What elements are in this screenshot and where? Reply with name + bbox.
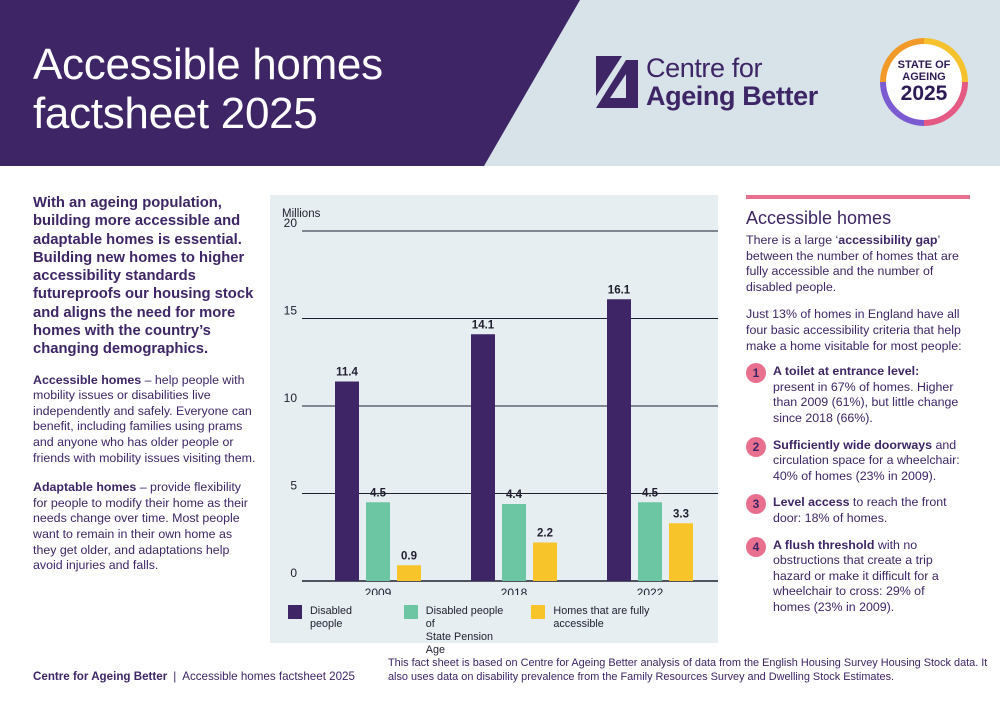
legend-swatch bbox=[288, 605, 302, 619]
data-label: 3.3 bbox=[673, 508, 689, 520]
adaptable-homes-definition: Adaptable homes – provide flexibility fo… bbox=[33, 480, 248, 573]
y-tick-label: 15 bbox=[284, 304, 298, 318]
footer-source-note: This fact sheet is based on Centre for A… bbox=[388, 657, 988, 683]
data-label: 14.1 bbox=[472, 319, 495, 331]
pink-divider bbox=[746, 195, 970, 199]
x-tick-label: 2009 bbox=[365, 586, 392, 595]
list-item: 1 A toilet at entrance level: present in… bbox=[746, 363, 970, 426]
state-of-ageing-badge: STATE OF AGEING 2025 bbox=[880, 38, 968, 126]
bar bbox=[607, 299, 631, 581]
y-tick-label: 0 bbox=[290, 566, 297, 580]
accessibility-gap-paragraph: There is a large ‘accessibility gap’ bet… bbox=[746, 233, 959, 294]
data-label: 11.4 bbox=[336, 367, 358, 379]
bar bbox=[669, 523, 693, 581]
centre-for-ageing-better-logo: Centre for Ageing Better bbox=[596, 54, 818, 110]
y-tick-label: 5 bbox=[290, 479, 297, 493]
number-badge: 1 bbox=[746, 363, 766, 384]
number-badge: 2 bbox=[746, 436, 766, 457]
list-item: 4 A flush threshold with no obstructions… bbox=[746, 536, 970, 616]
logo-mark-icon bbox=[596, 56, 638, 108]
x-tick-label: 2022 bbox=[637, 586, 664, 595]
list-item: 2 Sufficiently wide doorways and circula… bbox=[746, 436, 970, 485]
lead-paragraph: With an ageing population, building more… bbox=[33, 195, 254, 358]
title-line-2: factsheet 2025 bbox=[33, 89, 318, 138]
header-purple-band bbox=[0, 0, 580, 166]
x-tick-label: 2018 bbox=[501, 586, 528, 595]
badge-inner: STATE OF AGEING 2025 bbox=[886, 44, 962, 120]
title-line-1: Accessible homes bbox=[33, 40, 383, 89]
bar bbox=[533, 542, 557, 581]
y-tick-label: 20 bbox=[284, 216, 298, 230]
data-label: 4.5 bbox=[642, 487, 659, 499]
bar-chart: 0 5 10 15 20 11.4 4.5 0.9 2009 14.1 4.4 2.2 2018 16.1… bbox=[284, 216, 718, 595]
data-label: 4.5 bbox=[370, 487, 387, 499]
accessible-homes-definition: Accessible homes – help people with mobi… bbox=[33, 372, 256, 465]
intro-column: With an ageing population, building more… bbox=[33, 194, 258, 574]
page-title: Accessible homes factsheet 2025 bbox=[33, 40, 383, 138]
sidebar-heading: Accessible homes bbox=[746, 208, 892, 228]
data-label: 0.9 bbox=[401, 550, 417, 562]
bar bbox=[397, 565, 421, 581]
criteria-intro-paragraph: Just 13% of homes in England have all fo… bbox=[746, 307, 962, 353]
bar bbox=[335, 381, 359, 581]
number-badge: 4 bbox=[746, 536, 766, 557]
bar-chart-panel: Millions 0 5 10 15 20 11.4 4.5 0.9 2009 14.1 4.4 2.… bbox=[270, 195, 718, 656]
page-header: Accessible homes factsheet 2025 Centre f… bbox=[0, 0, 1000, 166]
bar bbox=[471, 334, 495, 581]
criteria-list: 1 A toilet at entrance level: present in… bbox=[746, 363, 970, 616]
legend-item-disabled-people: Disabled people bbox=[288, 605, 386, 657]
legend-item-state-pension-age: Disabled people of State Pension Age bbox=[403, 605, 514, 657]
footer-credit: Centre for Ageing Better | Accessible home… bbox=[33, 670, 355, 683]
legend-item-fully-accessible-homes: Homes that are fully accessible bbox=[531, 605, 700, 657]
bar bbox=[638, 502, 662, 581]
accessible-homes-sidebar: Accessible homes There is a large ‘acces… bbox=[746, 195, 970, 626]
y-tick-label: 10 bbox=[284, 391, 298, 405]
data-label: 2.2 bbox=[537, 528, 553, 540]
bar bbox=[366, 502, 390, 581]
legend-swatch bbox=[531, 605, 546, 619]
chart-legend: Disabled people Disabled people of State … bbox=[288, 605, 718, 657]
logo-wordmark: Centre for Ageing Better bbox=[646, 53, 818, 111]
bar bbox=[502, 504, 526, 581]
y-axis-label: Millions bbox=[282, 208, 321, 220]
list-item: 3 Level access to reach the front door: … bbox=[746, 494, 970, 526]
legend-swatch bbox=[403, 605, 418, 619]
data-label: 4.4 bbox=[506, 489, 523, 501]
data-label: 16.1 bbox=[608, 284, 631, 296]
number-badge: 3 bbox=[746, 494, 766, 515]
